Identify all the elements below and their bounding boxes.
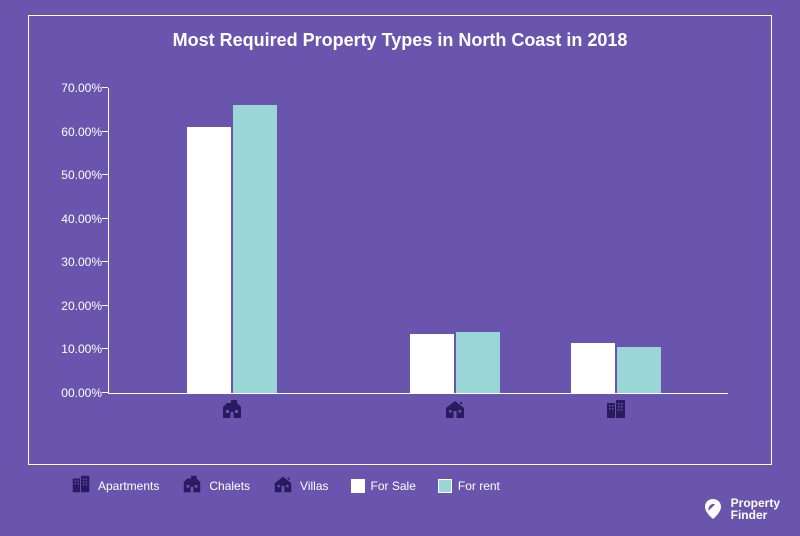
legend-item: For rent <box>438 479 500 493</box>
brand-text: Property Finder <box>731 497 780 522</box>
brand-logo-icon <box>701 497 725 521</box>
chalets-icon <box>220 397 244 421</box>
bar-for-sale <box>410 334 454 393</box>
legend-label: For rent <box>458 479 500 493</box>
chart-canvas: Most Required Property Types in North Co… <box>0 0 800 536</box>
villas-icon <box>443 397 467 421</box>
apartments-icon <box>604 397 628 421</box>
bars-container <box>108 88 728 393</box>
legend-swatch <box>438 479 452 493</box>
legend-label: Villas <box>300 479 328 493</box>
y-tick-label: 70.00% <box>42 81 102 95</box>
bar-for-rent <box>456 332 500 393</box>
legend-item: For Sale <box>351 479 416 493</box>
y-tick-label: 30.00% <box>42 255 102 269</box>
y-tick-label: 00.00% <box>42 386 102 400</box>
bar-for-sale <box>187 127 231 393</box>
legend-item: Chalets <box>181 473 250 498</box>
legend-item: Apartments <box>70 473 159 498</box>
chart-title: Most Required Property Types in North Co… <box>0 30 800 51</box>
y-tick-label: 50.00% <box>42 168 102 182</box>
chalets-icon <box>181 473 203 498</box>
y-tick-label: 40.00% <box>42 212 102 226</box>
bar-for-rent <box>617 347 661 393</box>
legend-label: Chalets <box>209 479 250 493</box>
brand-line2: Finder <box>731 509 780 522</box>
brand: Property Finder <box>701 497 780 522</box>
bar-for-sale <box>571 343 615 393</box>
legend: Apartments Chalets Villas For Sale For rent <box>70 473 500 498</box>
legend-label: Apartments <box>98 479 159 493</box>
legend-swatch <box>351 479 365 493</box>
y-tick-label: 60.00% <box>42 125 102 139</box>
legend-item: Villas <box>272 473 328 498</box>
y-tick-label: 20.00% <box>42 299 102 313</box>
plot-area: 00.00%10.00%20.00%30.00%40.00%50.00%60.0… <box>108 88 728 393</box>
legend-label: For Sale <box>371 479 416 493</box>
villas-icon <box>272 473 294 498</box>
bar-for-rent <box>233 105 277 393</box>
y-tick-label: 10.00% <box>42 342 102 356</box>
apartments-icon <box>70 473 92 498</box>
